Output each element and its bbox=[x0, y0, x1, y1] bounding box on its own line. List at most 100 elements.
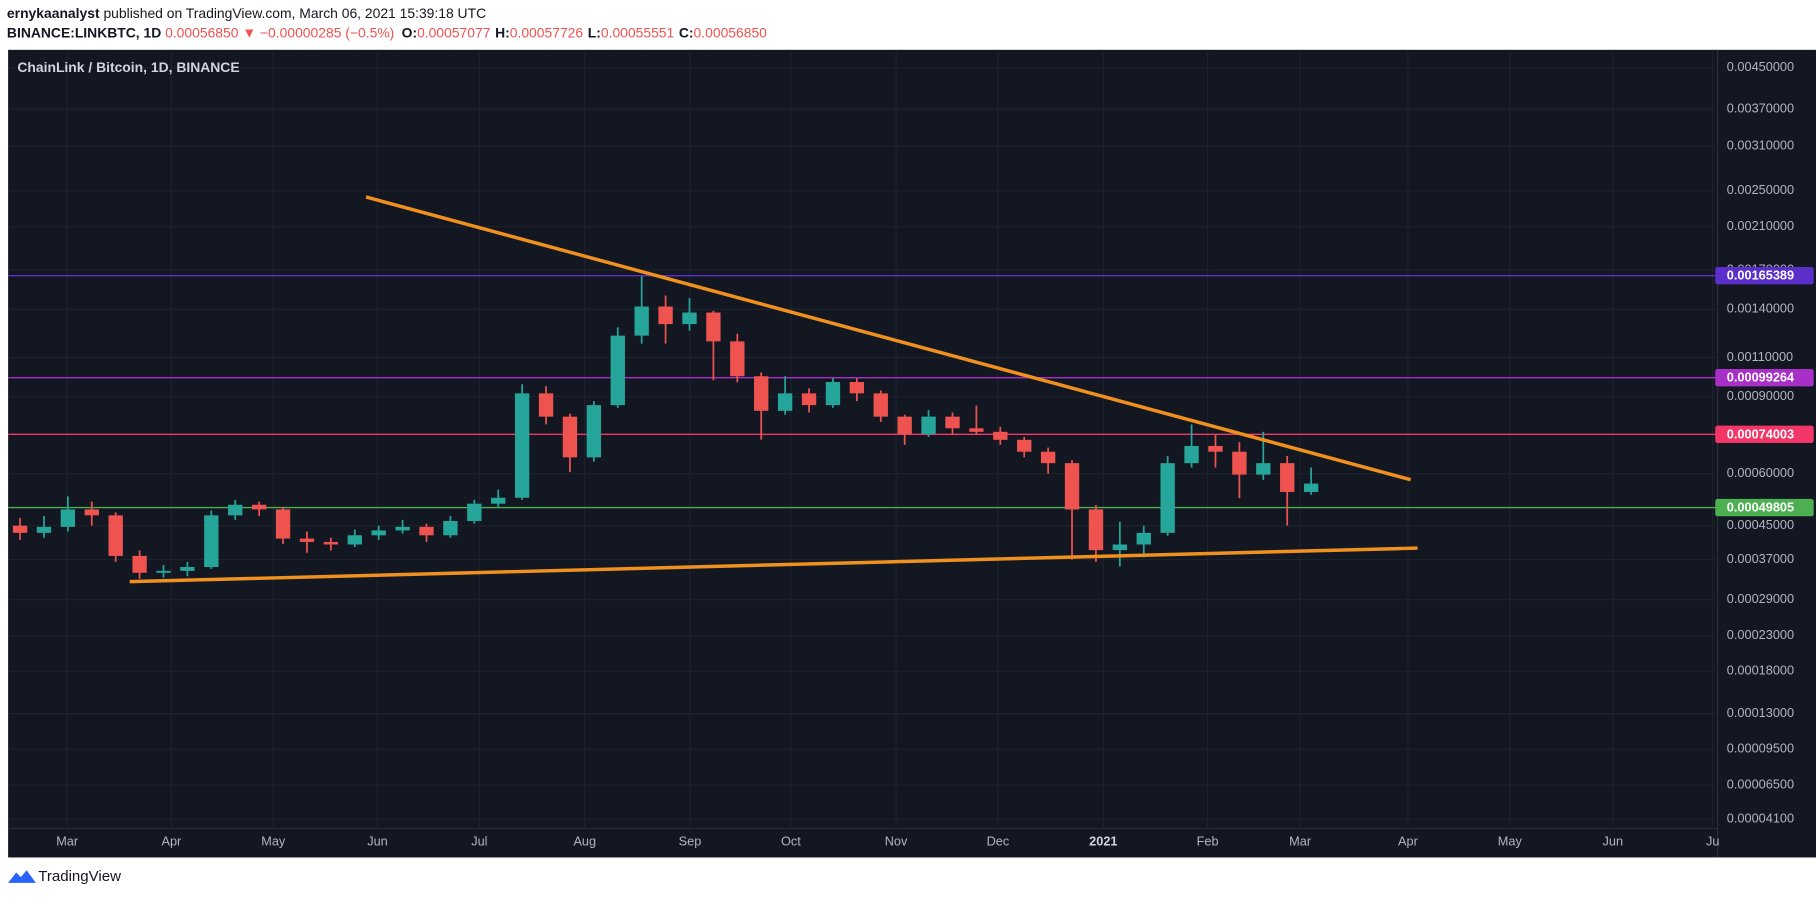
price-label-box bbox=[1715, 266, 1814, 285]
candle-body bbox=[1088, 509, 1104, 551]
candle-body bbox=[228, 504, 243, 516]
ohlc-value: 0.00056850 bbox=[694, 24, 768, 40]
y-tick-label: 0.00140000 bbox=[1727, 301, 1794, 316]
candle-body bbox=[514, 393, 530, 498]
trend-line bbox=[129, 546, 1418, 584]
y-tick-label: 0.00029000 bbox=[1727, 591, 1794, 606]
candle-body bbox=[347, 535, 362, 545]
header-line-1: ernykaanalyst published on TradingView.c… bbox=[7, 5, 486, 21]
price-label: 0.00074003 bbox=[1727, 426, 1794, 441]
x-tick-label: Jul bbox=[471, 834, 487, 849]
ohlc-key: O: bbox=[402, 24, 417, 40]
y-tick-label: 0.00013000 bbox=[1727, 705, 1794, 720]
trend-line bbox=[365, 195, 1412, 482]
ohlc-key: H: bbox=[495, 24, 510, 40]
candle-body bbox=[586, 405, 602, 458]
x-tick-label: Jun bbox=[1603, 834, 1624, 849]
candle-body bbox=[60, 509, 76, 527]
x-tick-label: Feb bbox=[1197, 834, 1219, 849]
candle-body bbox=[634, 306, 649, 336]
x-tick-label: May bbox=[261, 834, 286, 849]
y-tick-label: 0.00060000 bbox=[1727, 465, 1794, 480]
ohlc-value: 0.00057077 bbox=[417, 24, 491, 40]
x-tick-label: Mar bbox=[56, 834, 79, 849]
x-tick-label: Nov bbox=[885, 834, 908, 849]
author: ernykaanalyst bbox=[7, 5, 100, 21]
candle-body bbox=[1184, 445, 1199, 464]
chart-title: ChainLink / Bitcoin, 1D, BINANCE bbox=[17, 59, 239, 75]
price-label: 0.00165389 bbox=[1727, 268, 1794, 283]
symbol: BINANCE:LINKBTC, 1D bbox=[7, 24, 161, 40]
candle-body bbox=[777, 393, 793, 411]
candle-body bbox=[921, 416, 936, 435]
candle-body bbox=[1040, 451, 1056, 464]
y-tick-label: 0.00023000 bbox=[1727, 627, 1794, 642]
y-tick-label: 0.00210000 bbox=[1727, 218, 1794, 233]
candles bbox=[12, 276, 1319, 579]
horizontal-lines bbox=[8, 274, 1718, 509]
candle-body bbox=[849, 381, 865, 394]
x-tick-label: Jun bbox=[367, 834, 388, 849]
logo bbox=[8, 870, 36, 883]
candle-body bbox=[204, 515, 219, 568]
price-labels: 0.00165389 0.00099264 0.00074003 0.00049805 bbox=[1715, 266, 1814, 517]
candle-body bbox=[730, 341, 745, 377]
x-tick-label: Ju bbox=[1706, 834, 1719, 849]
candle-body bbox=[299, 538, 315, 542]
candle-body bbox=[108, 515, 123, 556]
candle-body bbox=[682, 312, 697, 325]
x-tick-label: Oct bbox=[781, 834, 801, 849]
y-tick-label: 0.00006500 bbox=[1727, 777, 1794, 792]
last-price: 0.00056850 bbox=[165, 24, 239, 40]
x-tick-label: 2021 bbox=[1089, 834, 1117, 849]
candle-body bbox=[491, 497, 506, 504]
candle-body bbox=[1208, 445, 1223, 452]
candle-body bbox=[1160, 463, 1175, 533]
candle-body bbox=[443, 521, 458, 536]
brand: TradingView bbox=[38, 868, 121, 885]
y-tick-label: 0.00009500 bbox=[1727, 741, 1794, 756]
candle-body bbox=[1232, 451, 1247, 475]
axes: 0.00450000 0.00370000 0.00310000 0.00250000… bbox=[56, 59, 1794, 849]
x-tick-label: Sep bbox=[679, 834, 702, 849]
y-tick-label: 0.00018000 bbox=[1727, 663, 1794, 678]
candle-body bbox=[538, 393, 554, 417]
x-tick-label: May bbox=[1498, 834, 1523, 849]
x-tick-label: Aug bbox=[573, 834, 596, 849]
candle-body bbox=[706, 312, 721, 342]
ohlc-key: C: bbox=[679, 24, 694, 40]
price-label-box bbox=[1715, 425, 1814, 444]
candle-body bbox=[825, 381, 841, 406]
candle-body bbox=[275, 509, 291, 539]
candle-body bbox=[132, 555, 147, 573]
y-tick-label: 0.00310000 bbox=[1727, 137, 1794, 152]
candle-body bbox=[1256, 463, 1271, 475]
x-tick-label: Apr bbox=[1398, 834, 1419, 849]
x-tick-label: Apr bbox=[161, 834, 182, 849]
candle-body bbox=[1064, 463, 1080, 510]
y-tick-label: 0.00037000 bbox=[1727, 551, 1794, 566]
y-tick-label: 0.00004100 bbox=[1727, 810, 1794, 825]
candle-body bbox=[1303, 483, 1319, 492]
candle-body bbox=[180, 567, 195, 571]
ohlc: O:0.00057077 H:0.00057726 L:0.00055551 C:0.… bbox=[402, 24, 768, 40]
candle-body bbox=[1280, 463, 1295, 492]
candle-body bbox=[395, 526, 410, 531]
y-tick-label: 0.00250000 bbox=[1727, 182, 1794, 197]
candle-body bbox=[801, 393, 817, 406]
price-label: 0.00099264 bbox=[1727, 370, 1795, 385]
y-tick-label: 0.00370000 bbox=[1727, 100, 1794, 115]
candle-body bbox=[323, 541, 339, 545]
y-tick-label: 0.00450000 bbox=[1727, 59, 1794, 74]
candle-body bbox=[84, 509, 99, 516]
x-tick-label: Mar bbox=[1289, 834, 1312, 849]
candle-body bbox=[562, 416, 578, 458]
published: published on TradingView.com, March 06, … bbox=[103, 5, 486, 21]
chart-background bbox=[8, 49, 1816, 858]
footer: TradingView bbox=[8, 868, 121, 885]
candle-body bbox=[156, 570, 171, 573]
ohlc-value: 0.00055551 bbox=[601, 24, 675, 40]
price-label-box bbox=[1715, 498, 1814, 517]
price-label: 0.00049805 bbox=[1727, 500, 1794, 515]
